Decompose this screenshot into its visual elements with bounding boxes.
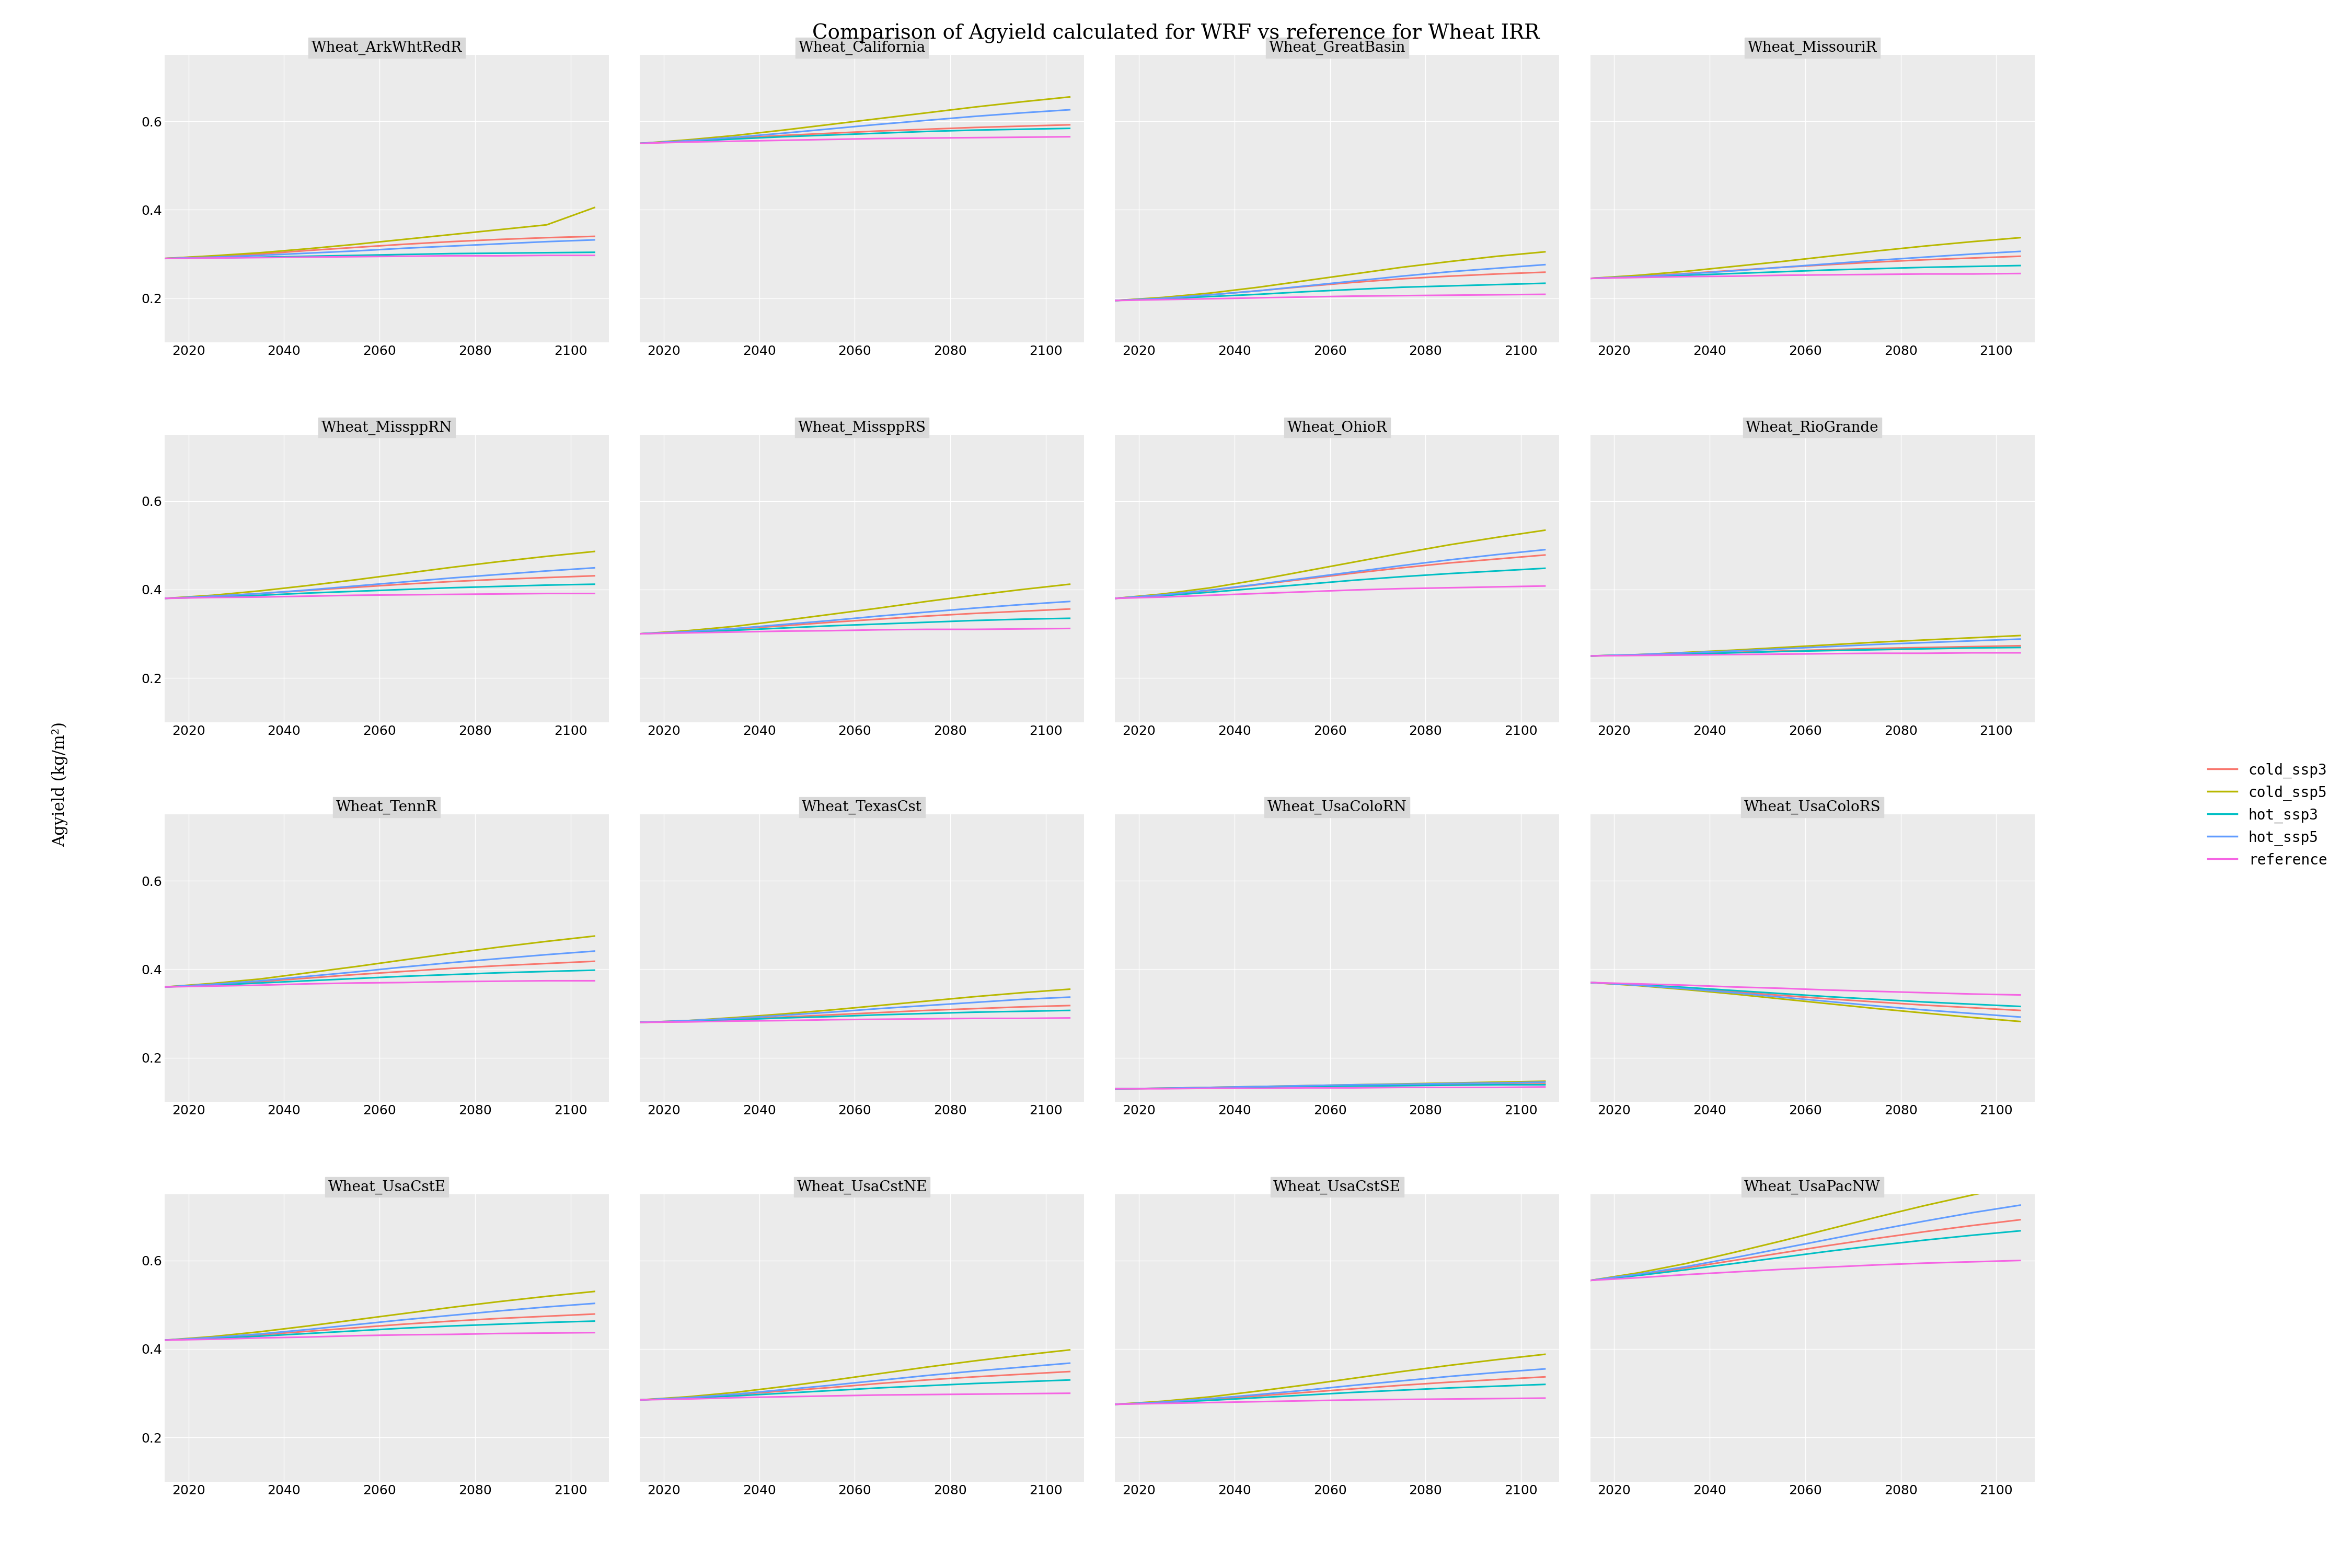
Title: Wheat_UsaCstSE: Wheat_UsaCstSE bbox=[1272, 1179, 1402, 1195]
Title: Wheat_MissouriR: Wheat_MissouriR bbox=[1748, 41, 1877, 55]
Title: Wheat_RioGrande: Wheat_RioGrande bbox=[1745, 420, 1879, 434]
Title: Wheat_UsaColoRN: Wheat_UsaColoRN bbox=[1268, 800, 1406, 814]
Title: Wheat_TexasCst: Wheat_TexasCst bbox=[802, 800, 922, 814]
Title: Wheat_TennR: Wheat_TennR bbox=[336, 800, 437, 814]
Legend: cold_ssp3, cold_ssp5, hot_ssp3, hot_ssp5, reference: cold_ssp3, cold_ssp5, hot_ssp3, hot_ssp5… bbox=[2201, 757, 2333, 873]
Text: Comparison of Agyield calculated for WRF vs reference for Wheat IRR: Comparison of Agyield calculated for WRF… bbox=[811, 24, 1541, 44]
Title: Wheat_MissppRS: Wheat_MissppRS bbox=[797, 420, 927, 434]
Title: Wheat_UsaPacNW: Wheat_UsaPacNW bbox=[1745, 1179, 1882, 1195]
Title: Wheat_ArkWhtRedR: Wheat_ArkWhtRedR bbox=[310, 41, 461, 55]
Title: Wheat_UsaColoRS: Wheat_UsaColoRS bbox=[1745, 800, 1882, 814]
Title: Wheat_OhioR: Wheat_OhioR bbox=[1287, 420, 1388, 434]
Title: Wheat_UsaCstNE: Wheat_UsaCstNE bbox=[797, 1179, 927, 1195]
Text: Agyield (kg/m²): Agyield (kg/m²) bbox=[52, 721, 68, 847]
Title: Wheat_MissppRN: Wheat_MissppRN bbox=[322, 420, 452, 434]
Title: Wheat_California: Wheat_California bbox=[797, 41, 927, 55]
Title: Wheat_GreatBasin: Wheat_GreatBasin bbox=[1268, 41, 1406, 55]
Title: Wheat_UsaCstE: Wheat_UsaCstE bbox=[327, 1179, 445, 1195]
